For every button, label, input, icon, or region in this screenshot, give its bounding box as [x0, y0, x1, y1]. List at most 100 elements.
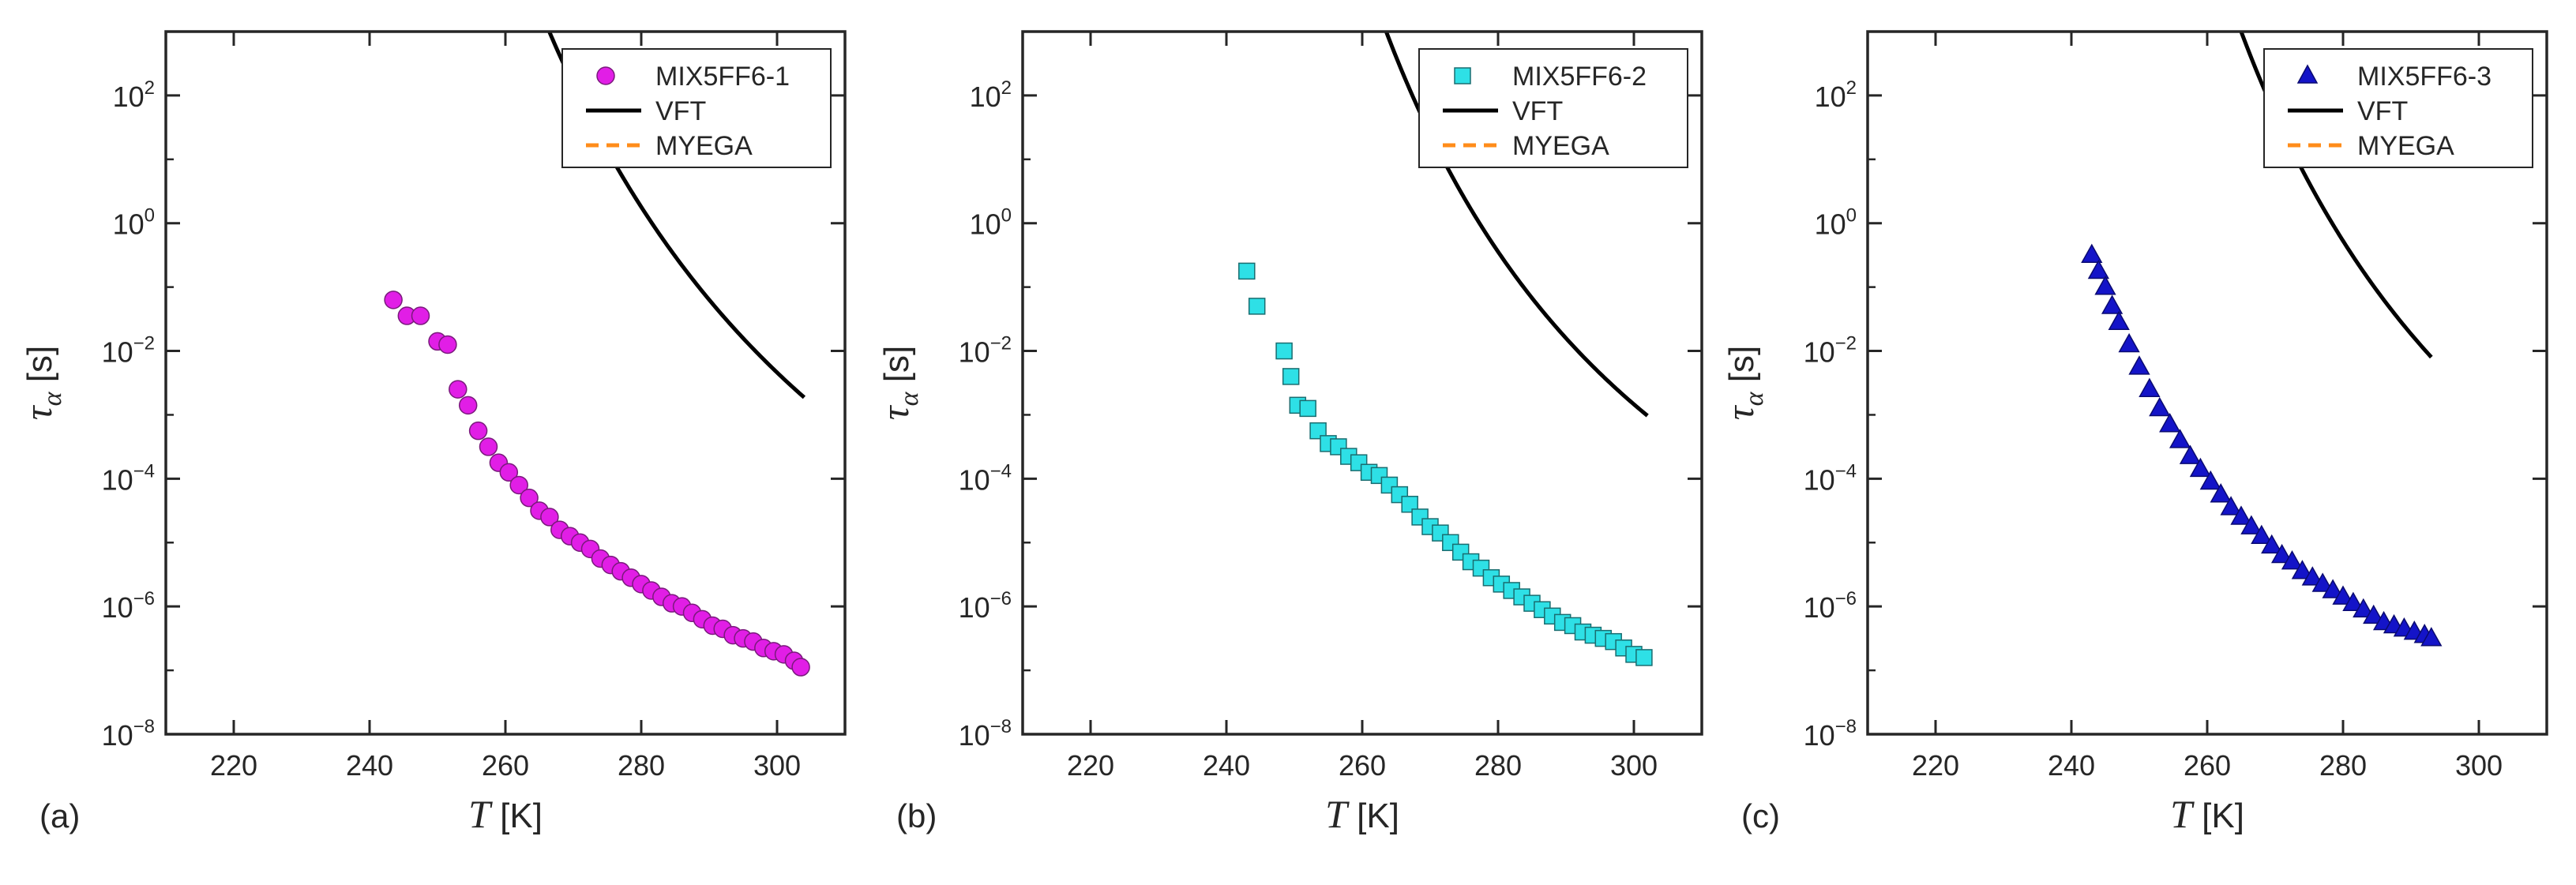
data-point	[438, 335, 457, 354]
legend-label: MYEGA	[655, 131, 753, 161]
data-point	[2149, 396, 2171, 417]
y-tick-label: 100	[970, 205, 1012, 241]
legend-label: VFT	[2357, 96, 2408, 126]
data-point	[1275, 342, 1293, 360]
data-point	[468, 421, 488, 441]
data-point	[2087, 259, 2110, 279]
legend-label: MIX5FF6-2	[1512, 62, 1647, 92]
legend-label: MIX5FF6-3	[2357, 62, 2492, 92]
y-axis-title: τα [s]	[1718, 346, 1769, 420]
x-tick-label: 300	[753, 749, 801, 782]
x-axis-title: T [K]	[468, 792, 543, 836]
y-tick-label: 102	[113, 77, 155, 113]
data-point	[449, 380, 468, 399]
y-tick-label: 10−4	[102, 460, 155, 496]
y-tick-label: 10−2	[959, 333, 1012, 369]
y-tick-label: 10−8	[1804, 716, 1857, 752]
data-point	[2230, 505, 2252, 525]
data-point	[2420, 627, 2443, 647]
data-point	[2240, 515, 2262, 534]
data-point	[2301, 566, 2323, 586]
y-tick-label: 100	[113, 205, 155, 241]
y-tick-label: 100	[1815, 205, 1857, 241]
y-tick-label: 10−4	[1804, 460, 1857, 496]
x-axis-title: T [K]	[1325, 792, 1399, 836]
y-tick-label: 102	[970, 77, 1012, 113]
legend-marker	[1454, 67, 1471, 84]
legend-label: VFT	[1512, 96, 1563, 126]
legend-label: VFT	[655, 96, 706, 126]
data-point	[2101, 294, 2124, 314]
y-tick-label: 102	[1815, 77, 1857, 113]
data-point	[1401, 495, 1418, 513]
y-axis-title: τα [s]	[16, 346, 67, 420]
data-point	[2189, 457, 2212, 478]
data-point	[2220, 496, 2242, 516]
y-axis-title: τα [s]	[873, 346, 924, 420]
data-point	[411, 306, 430, 325]
x-tick-label: 300	[1610, 749, 1658, 782]
x-tick-label: 220	[210, 749, 257, 782]
data-point	[2281, 550, 2304, 570]
data-point	[1309, 422, 1327, 440]
y-tick-label: 10−2	[1804, 333, 1857, 369]
data-point	[384, 291, 403, 309]
data-point	[2342, 591, 2364, 611]
data-point	[2291, 560, 2314, 579]
chart-panel-1: 220 240 260 280 300 10−8 10−6 10−4 10−2 100 102 T […	[16, 30, 847, 836]
x-tick-label: 220	[1912, 749, 1959, 782]
data-point	[2179, 444, 2202, 464]
y-tick-label: 10−2	[102, 333, 155, 369]
x-tick-label: 280	[1474, 749, 1522, 782]
data-point	[458, 396, 478, 415]
data-point	[1282, 368, 1300, 385]
data-point	[509, 475, 528, 495]
panel-label: (c)	[1741, 797, 1780, 834]
legend-marker	[2296, 64, 2319, 84]
data-point	[2199, 470, 2221, 490]
data-point	[2210, 483, 2232, 503]
data-point	[2311, 572, 2334, 592]
data-point	[479, 437, 498, 456]
y-tick-label: 10−8	[959, 716, 1012, 752]
data-point	[2139, 377, 2161, 397]
y-tick-label: 10−4	[959, 460, 1012, 496]
data-point	[1299, 399, 1316, 418]
chart-panel-3: 220 240 260 280 300 10−8 10−6 10−4 10−2 100 102 T […	[1718, 30, 2548, 836]
x-tick-label: 240	[1203, 749, 1250, 782]
data-point	[2128, 355, 2150, 375]
data-point	[2332, 585, 2354, 605]
x-tick-label: 240	[2048, 749, 2095, 782]
data-point	[540, 508, 559, 527]
legend-label: MYEGA	[1512, 131, 1609, 161]
x-tick-label: 240	[346, 749, 393, 782]
panel-label: (b)	[896, 797, 937, 834]
series-line-vft	[2239, 32, 2433, 359]
chart-panel-2: 220 240 260 280 300 10−8 10−6 10−4 10−2 100 102 T […	[873, 30, 1703, 836]
data-point	[791, 658, 810, 677]
data-point	[2118, 332, 2140, 353]
data-point	[2353, 598, 2375, 618]
x-axis-title: T [K]	[2170, 792, 2244, 836]
data-point	[1238, 262, 1256, 280]
data-point	[1635, 649, 1653, 666]
y-tick-label: 10−6	[102, 588, 155, 624]
x-tick-label: 260	[482, 749, 529, 782]
x-tick-label: 260	[2184, 749, 2231, 782]
data-point	[520, 488, 539, 508]
data-point	[2363, 604, 2385, 624]
data-point	[2094, 276, 2116, 295]
data-point	[2108, 310, 2130, 330]
data-point	[2169, 429, 2191, 448]
panel-label: (a)	[39, 797, 80, 834]
y-tick-label: 10−6	[1804, 588, 1857, 624]
legend-label: MYEGA	[2357, 131, 2454, 161]
data-point	[1248, 298, 1266, 315]
data-point	[2261, 534, 2283, 554]
x-tick-label: 260	[1339, 749, 1386, 782]
y-tick-label: 10−8	[102, 716, 155, 752]
x-tick-label: 280	[2319, 749, 2367, 782]
data-point	[2322, 579, 2344, 598]
series-line-vft	[1384, 32, 1649, 418]
